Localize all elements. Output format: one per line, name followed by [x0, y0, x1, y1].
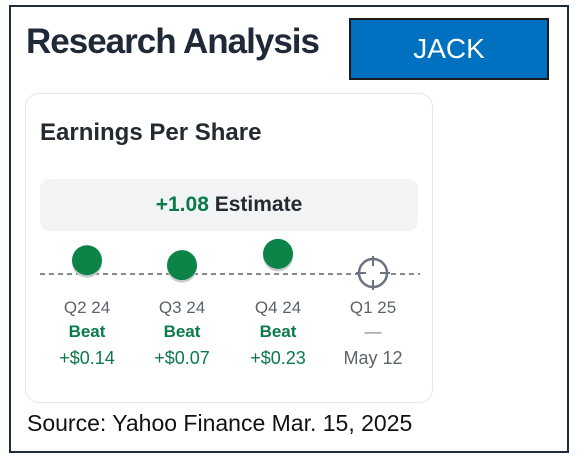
quarter-label: Q1 25 [349, 298, 397, 317]
source-caption: Source: Yahoo Finance Mar. 15, 2025 [27, 410, 413, 436]
quarter-label: Q4 24 [254, 298, 302, 317]
quarter-amount: +$0.07 [154, 348, 210, 368]
pending-target-icon [356, 256, 390, 290]
eps-dot-q3-24 [167, 250, 197, 281]
estimate-label: Estimate [214, 193, 303, 216]
quarter-label: Q2 24 [63, 298, 111, 317]
quarter-column-q1-25: Q1 25 — May 12 [328, 296, 418, 372]
quarter-date: May 12 [343, 348, 403, 368]
quarter-label: Q3 24 [158, 298, 206, 317]
quarter-status: Beat [259, 322, 297, 341]
quarter-column-q2-24: Q2 24 Beat +$0.14 [42, 296, 132, 372]
estimate-value: +1.08 [155, 193, 209, 216]
quarter-column-q3-24: Q3 24 Beat +$0.07 [137, 296, 227, 372]
eps-card-title: Earnings Per Share [40, 119, 262, 146]
quarter-amount: +$0.23 [250, 348, 306, 368]
eps-dot-q4-24 [263, 238, 293, 269]
quarter-status: — [364, 322, 382, 341]
ticker-badge: JACK [349, 18, 549, 80]
page-title: Research Analysis [26, 22, 320, 61]
estimate-pill: +1.08 Estimate [40, 179, 418, 231]
quarter-status: Beat [163, 322, 201, 341]
quarter-status: Beat [68, 322, 106, 341]
quarter-amount: +$0.14 [59, 348, 115, 368]
eps-dot-q2-24 [72, 245, 102, 276]
quarter-column-q4-24: Q4 24 Beat +$0.23 [233, 296, 323, 372]
